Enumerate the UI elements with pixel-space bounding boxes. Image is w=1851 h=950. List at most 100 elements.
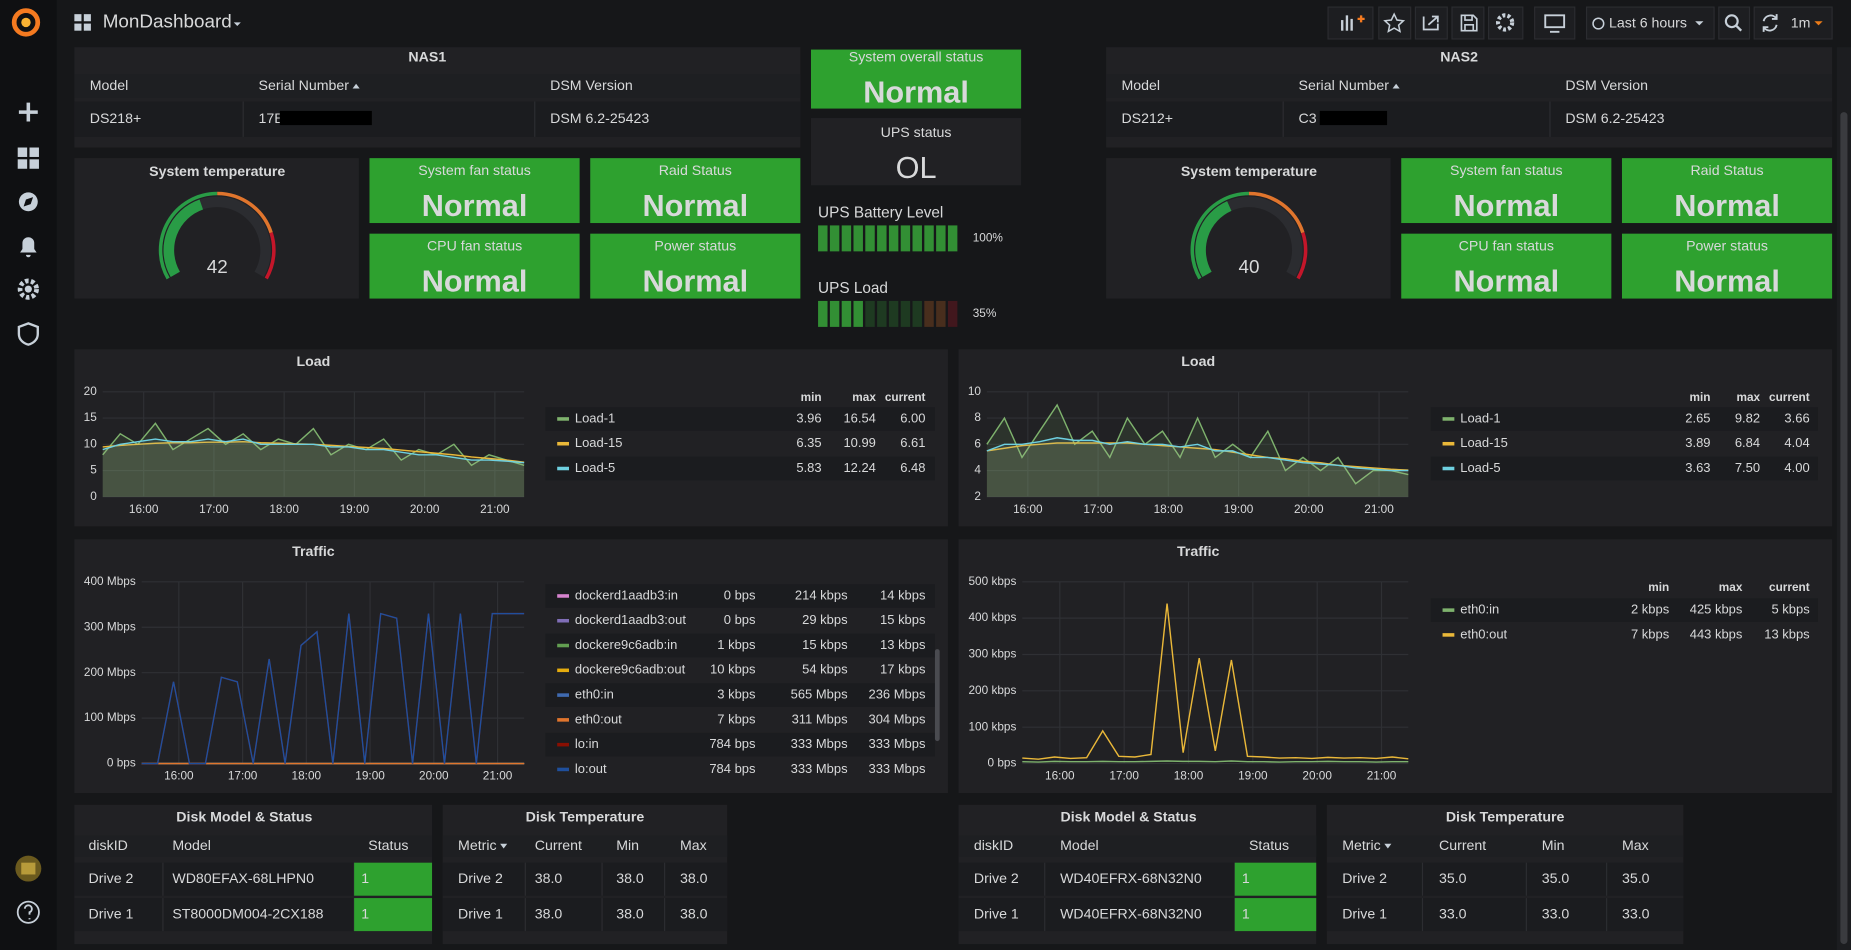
legend-column-header: max [1719, 580, 1743, 594]
bar-gauge-cell [853, 225, 863, 252]
dashboard-title[interactable]: MonDashboard [103, 11, 232, 32]
legend-value: 17 kbps [880, 662, 926, 677]
bar-gauge-cell [912, 225, 922, 252]
help-mark [23, 904, 33, 920]
save-button[interactable] [1451, 6, 1485, 40]
column-header: Min [1542, 838, 1565, 854]
graph-panel [958, 539, 1833, 794]
table-cell: Drive 2 [89, 871, 134, 887]
legend-scrollbar [934, 649, 940, 742]
alerting-icon[interactable] [20, 237, 37, 258]
legend-row [545, 584, 935, 608]
gauge-threshold [1190, 191, 1249, 280]
y-tick-label: 500 kbps [968, 574, 1016, 588]
panel-title: CPU fan status [1459, 238, 1554, 254]
series-area [102, 439, 525, 497]
tv-mode-button[interactable] [1534, 6, 1576, 40]
settings-button[interactable] [1488, 6, 1524, 40]
legend-row [545, 456, 935, 481]
icon-gear [1495, 13, 1515, 32]
table-cell: 1 [361, 906, 369, 922]
status-panel [1621, 158, 1833, 224]
panel-title: System temperature [149, 164, 285, 180]
y-tick-label: 0 bps [107, 756, 136, 770]
legend-value: 214 kbps [795, 587, 848, 602]
x-tick-label: 19:00 [1224, 502, 1254, 516]
gauge-panel [1106, 158, 1391, 299]
table-cell: Drive 1 [1342, 906, 1387, 922]
legend-name: Load-1 [575, 410, 615, 425]
legend-name: dockerd1aadb3:out [575, 612, 686, 627]
scrollbar-thumb[interactable] [1840, 112, 1848, 945]
user-avatar[interactable] [15, 855, 42, 882]
legend-name: eth0:in [575, 687, 614, 702]
legend-value: 4.00 [1784, 460, 1809, 475]
legend-value: 14 kbps [880, 587, 926, 602]
x-tick-label: 17:00 [199, 502, 229, 516]
table-row [1326, 862, 1684, 896]
panel-title: Disk Temperature [526, 810, 645, 826]
table-cell: 33.0 [1439, 906, 1467, 922]
legend-row [545, 633, 935, 658]
time-range[interactable]: Last 6 hours [1609, 15, 1687, 31]
status-value: Normal [642, 188, 748, 223]
zoom-out-button[interactable] [1718, 6, 1751, 40]
legend-value: 7 kbps [717, 711, 756, 726]
panel-title: Disk Model & Status [1060, 810, 1196, 826]
help-icon[interactable] [16, 900, 40, 924]
admin-icon[interactable] [17, 322, 39, 346]
panel-title: Power status [654, 238, 736, 254]
status-panel [810, 49, 1022, 109]
legend-value: 13 kbps [880, 637, 926, 652]
icon-square [83, 14, 91, 22]
icon-zoom-handle [1735, 25, 1743, 32]
star-button[interactable] [1378, 6, 1412, 40]
panel-title: Traffic [1177, 544, 1220, 560]
title-caret [233, 22, 241, 26]
bar-gauge-cell-empty [936, 300, 946, 327]
legend-row [1430, 407, 1818, 431]
gauge-panel [74, 158, 359, 299]
time-picker[interactable] [1585, 6, 1715, 40]
icon-plus [1357, 15, 1365, 23]
column-header: diskID [974, 838, 1013, 854]
legend-value: 236 Mbps [869, 687, 926, 702]
legend-value: 3.89 [1685, 435, 1710, 450]
y-tick-label: 200 Mbps [84, 665, 136, 679]
legend-row [1430, 456, 1818, 481]
table-cell: 38.0 [535, 906, 563, 922]
column-header: Status [368, 838, 408, 854]
legend-value: 333 Mbps [791, 736, 848, 751]
legend-name: Load-5 [575, 460, 615, 475]
refresh-interval[interactable]: 1m [1791, 15, 1811, 31]
create-icon[interactable] [18, 102, 38, 122]
x-tick-label: 21:00 [1367, 769, 1397, 783]
gauge-value-arc [163, 199, 204, 278]
grafana-logo[interactable] [11, 8, 41, 37]
x-tick-label: 20:00 [1302, 769, 1332, 783]
dashboard-grid-icon[interactable] [74, 14, 91, 31]
status-value: Normal [1674, 263, 1780, 298]
x-tick-label: 19:00 [340, 502, 370, 516]
status-panel [590, 158, 801, 224]
table-header-row [74, 74, 801, 98]
config-icon[interactable] [17, 278, 39, 300]
x-tick-label: 20:00 [1294, 502, 1324, 516]
table-cell: Drive 1 [974, 906, 1019, 922]
table-cell: DSM 6.2-25423 [550, 111, 649, 127]
x-tick-label: 21:00 [483, 769, 513, 783]
panel-title: System fan status [418, 163, 531, 179]
table-cell: DS218+ [90, 111, 142, 127]
status-cell [1234, 898, 1317, 932]
bar-gauge-cell [936, 225, 946, 252]
icon-share [1422, 15, 1439, 31]
explore-icon[interactable] [18, 192, 38, 212]
status-value: Normal [422, 188, 528, 223]
series-line [1022, 603, 1409, 760]
series-line [141, 612, 525, 765]
bar-gauge-title: UPS Load [818, 280, 888, 297]
dashboards-icon[interactable] [17, 147, 39, 169]
icon-square [29, 147, 39, 157]
column-header: Current [535, 838, 582, 854]
icon-square [17, 159, 28, 169]
